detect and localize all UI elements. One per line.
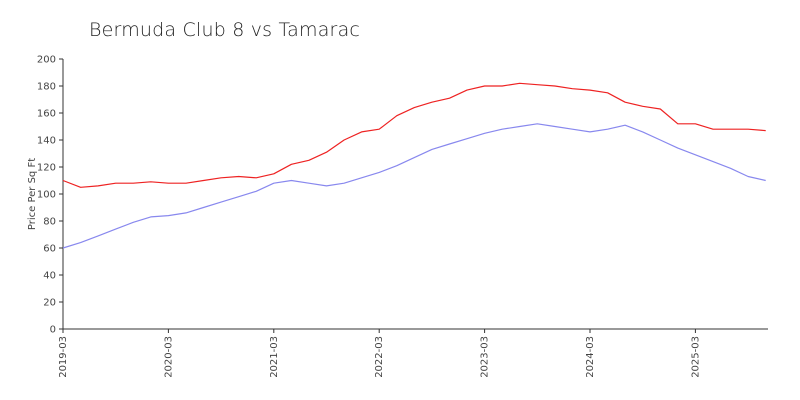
y-tick-label: 60 [43, 244, 56, 255]
y-tick-label: 180 [37, 82, 56, 93]
series-layer [62, 82, 766, 249]
series-line-1 [62, 82, 766, 188]
y-tick-label: 20 [43, 298, 56, 309]
y-tick-label: 80 [43, 217, 56, 228]
y-tick-label: 160 [37, 109, 56, 120]
y-axis-label: Price Per Sq Ft [27, 158, 38, 230]
y-tick-label: 140 [37, 136, 56, 147]
x-tick-label: 2025-03 [690, 336, 701, 378]
x-tick-label: 2023-03 [480, 336, 491, 378]
chart-title: Bermuda Club 8 vs Tamarac [89, 19, 361, 41]
y-tick-label: 100 [37, 190, 56, 201]
x-tick-label: 2022-03 [374, 336, 385, 378]
y-tick-label: 200 [37, 55, 56, 66]
x-tick-label: 2024-03 [585, 336, 596, 378]
x-tick-label: 2021-03 [269, 336, 280, 378]
axes: 0 20 40 60 80 100 120 140 160 180 200 2019-03 2020-0… [37, 55, 768, 378]
y-tick-label: 40 [43, 271, 56, 282]
x-tick-label: 2019-03 [58, 336, 69, 378]
series-line-2 [62, 123, 766, 249]
y-tick-label: 120 [37, 163, 56, 174]
x-tick-label: 2020-03 [163, 336, 174, 378]
y-tick-label: 0 [50, 325, 56, 336]
